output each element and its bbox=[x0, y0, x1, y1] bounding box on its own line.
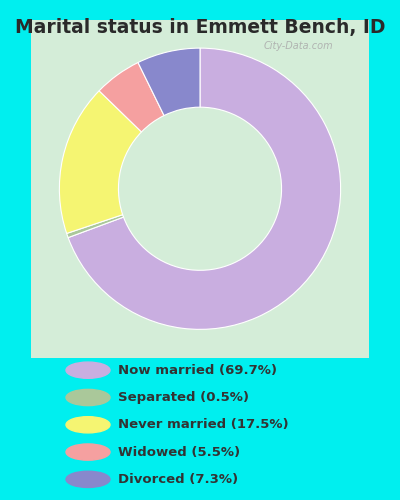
Wedge shape bbox=[59, 91, 142, 234]
Text: Never married (17.5%): Never married (17.5%) bbox=[118, 418, 289, 432]
Wedge shape bbox=[99, 62, 164, 132]
Text: City-Data.com: City-Data.com bbox=[264, 41, 334, 51]
Text: Widowed (5.5%): Widowed (5.5%) bbox=[118, 446, 240, 458]
Text: Now married (69.7%): Now married (69.7%) bbox=[118, 364, 277, 376]
Wedge shape bbox=[68, 48, 341, 330]
Text: Divorced (7.3%): Divorced (7.3%) bbox=[118, 473, 238, 486]
FancyBboxPatch shape bbox=[24, 13, 376, 364]
Circle shape bbox=[66, 444, 110, 460]
Text: Separated (0.5%): Separated (0.5%) bbox=[118, 391, 249, 404]
Circle shape bbox=[66, 362, 110, 378]
Circle shape bbox=[66, 390, 110, 406]
Circle shape bbox=[66, 471, 110, 488]
Wedge shape bbox=[138, 48, 200, 116]
Text: Marital status in Emmett Bench, ID: Marital status in Emmett Bench, ID bbox=[15, 18, 385, 36]
Wedge shape bbox=[67, 214, 124, 238]
Circle shape bbox=[66, 416, 110, 433]
